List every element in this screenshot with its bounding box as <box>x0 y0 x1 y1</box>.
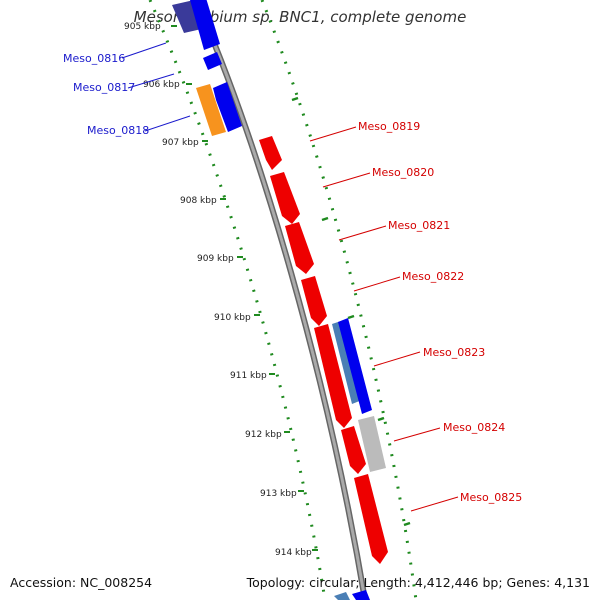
gene-meso-0821[interactable] <box>285 222 314 274</box>
gene-meso-0824[interactable] <box>341 416 386 474</box>
tick-label: 910 kbp <box>214 313 251 323</box>
tick-label: 913 kbp <box>260 489 297 499</box>
gene-meso-0822[interactable] <box>301 276 327 326</box>
gene-label-right[interactable]: Meso_0821 <box>388 219 450 232</box>
gene-meso-0820[interactable] <box>270 172 300 224</box>
gene-label-right[interactable]: Meso_0823 <box>423 346 485 359</box>
gene-meso-0816[interactable] <box>172 0 220 50</box>
tick-label: 911 kbp <box>230 371 267 381</box>
gc-outer-marks <box>291 96 411 527</box>
accession-label: Accession: NC_008254 <box>10 575 153 590</box>
gene-partial-bottom[interactable] <box>334 590 370 600</box>
gene-meso-0823[interactable] <box>314 318 372 428</box>
gene-label-left[interactable]: Meso_0817 <box>73 81 135 94</box>
left-leader-lines <box>121 42 191 132</box>
gene-label-right[interactable]: Meso_0819 <box>358 120 420 133</box>
tick-label: 914 kbp <box>275 548 312 558</box>
tick-label: 909 kbp <box>197 254 234 264</box>
genome-backbone-highlight <box>194 0 367 600</box>
gene-label-left[interactable]: Meso_0816 <box>63 52 125 65</box>
kbp-tick-marks <box>171 25 318 551</box>
genome-summary: Topology: circular; Length: 4,412,446 bp… <box>246 575 590 590</box>
gene-label-left[interactable]: Meso_0818 <box>87 124 149 137</box>
gene-label-right[interactable]: Meso_0822 <box>402 270 464 283</box>
gene-meso-0819[interactable] <box>259 136 282 170</box>
map-title: Mesorhizobium sp. BNC1, complete genome <box>133 8 467 26</box>
gene-meso-0817[interactable] <box>203 52 222 70</box>
tick-label: 905 kbp <box>124 22 161 32</box>
gene-label-right[interactable]: Meso_0824 <box>443 421 505 434</box>
gene-label-right[interactable]: Meso_0820 <box>372 166 434 179</box>
gene-label-right[interactable]: Meso_0825 <box>460 491 522 504</box>
tick-label: 908 kbp <box>180 196 217 206</box>
gene-meso-0825[interactable] <box>354 474 388 564</box>
right-leader-lines <box>309 126 459 512</box>
tick-label: 906 kbp <box>143 80 180 90</box>
gc-track-outer <box>260 0 418 600</box>
tick-label: 912 kbp <box>245 430 282 440</box>
gene-meso-0818[interactable] <box>196 82 242 136</box>
tick-label: 907 kbp <box>162 138 199 148</box>
